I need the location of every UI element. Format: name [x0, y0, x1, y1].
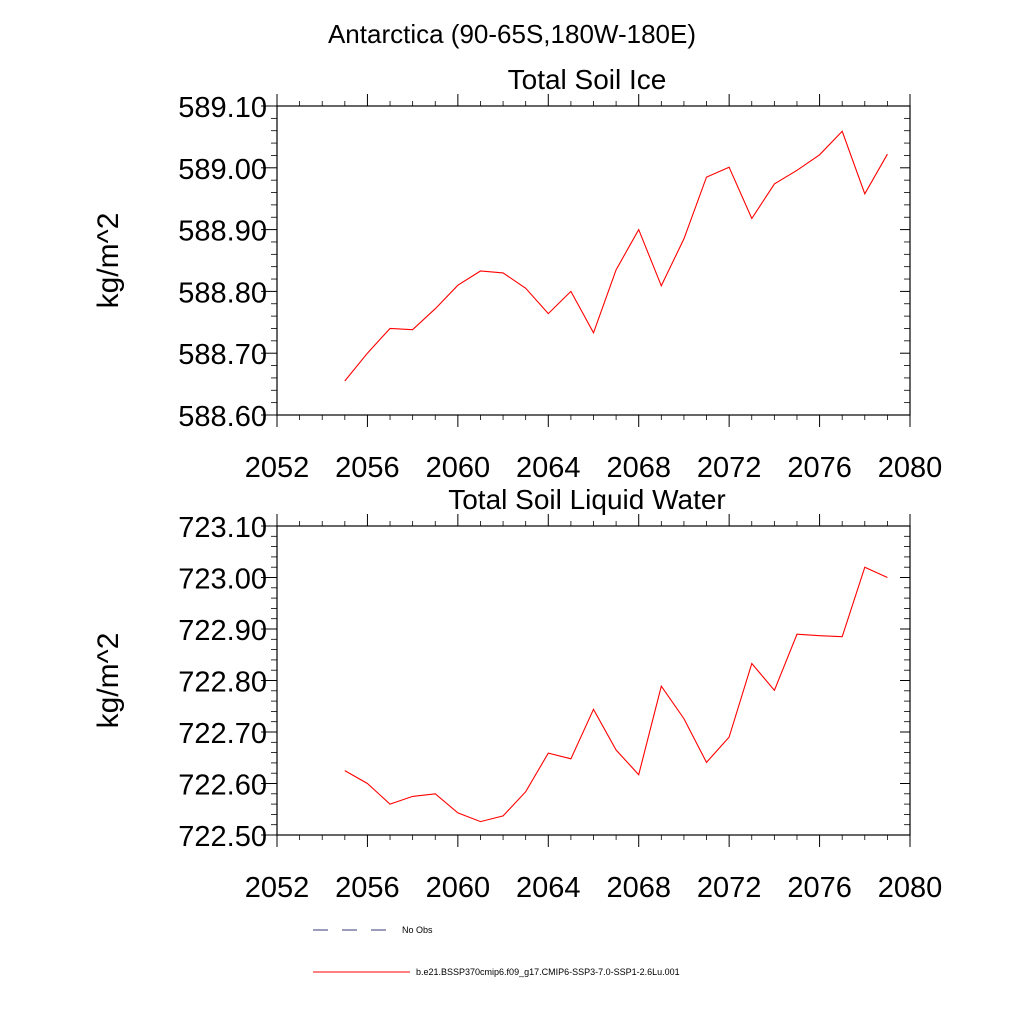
legend-model-label: b.e21.BSSP370cmip6.f09_g17.CMIP6-SSP3-7.… — [416, 967, 680, 977]
y-axis-label: kg/m^2 — [92, 213, 125, 309]
x-tick-label: 2068 — [606, 872, 671, 904]
x-tick-label: 2060 — [426, 452, 491, 484]
x-tick-label: 2072 — [697, 872, 762, 904]
x-tick-label: 2064 — [516, 452, 581, 484]
x-tick-label: 2056 — [335, 452, 400, 484]
x-tick-label: 2080 — [878, 452, 943, 484]
y-tick-label: 589.10 — [178, 92, 267, 124]
y-tick-label: 588.80 — [178, 277, 267, 309]
x-tick-label: 2068 — [606, 452, 671, 484]
y-tick-label: 589.00 — [178, 154, 267, 186]
y-tick-label: 722.50 — [178, 821, 267, 853]
y-axis-label: kg/m^2 — [92, 633, 125, 729]
x-tick-label: 2060 — [426, 872, 491, 904]
plot-frame — [276, 105, 911, 416]
y-tick-label: 588.70 — [178, 339, 267, 371]
series-line — [344, 130, 888, 382]
chart-title: Total Soil Ice — [508, 64, 667, 95]
legend-no-obs-label: No Obs — [402, 925, 433, 935]
x-tick-label: 2056 — [335, 872, 400, 904]
chart-title: Total Soil Liquid Water — [448, 484, 726, 515]
panel-total-soil-liquid-water: Total Soil Liquid Water kg/m^2 2052 2056 206… — [92, 484, 942, 904]
y-tick-label: 588.90 — [178, 216, 267, 248]
y-tick-label: 722.60 — [178, 770, 267, 802]
plot-frame — [276, 525, 911, 836]
y-tick-label: 722.70 — [178, 718, 267, 750]
y-tick-label: 723.10 — [178, 512, 267, 544]
x-tick-label: 2052 — [245, 452, 310, 484]
y-tick-label: 588.60 — [178, 401, 267, 433]
series-line — [344, 566, 888, 823]
x-tick-label: 2076 — [787, 452, 852, 484]
figure-title: Antarctica (90-65S,180W-180E) — [328, 19, 696, 49]
legend: No Obs b.e21.BSSP370cmip6.f09_g17.CMIP6-… — [313, 925, 680, 977]
x-tick-label: 2052 — [245, 872, 310, 904]
x-tick-label: 2080 — [878, 872, 943, 904]
y-tick-label: 723.00 — [178, 564, 267, 596]
y-tick-label: 722.80 — [178, 667, 267, 699]
x-tick-label: 2076 — [787, 872, 852, 904]
y-tick-label: 722.90 — [178, 615, 267, 647]
x-tick-label: 2064 — [516, 872, 581, 904]
panel-total-soil-ice: Total Soil Ice kg/m^2 2052 2056 2060 2064 2068… — [92, 64, 942, 484]
x-tick-label: 2072 — [697, 452, 762, 484]
